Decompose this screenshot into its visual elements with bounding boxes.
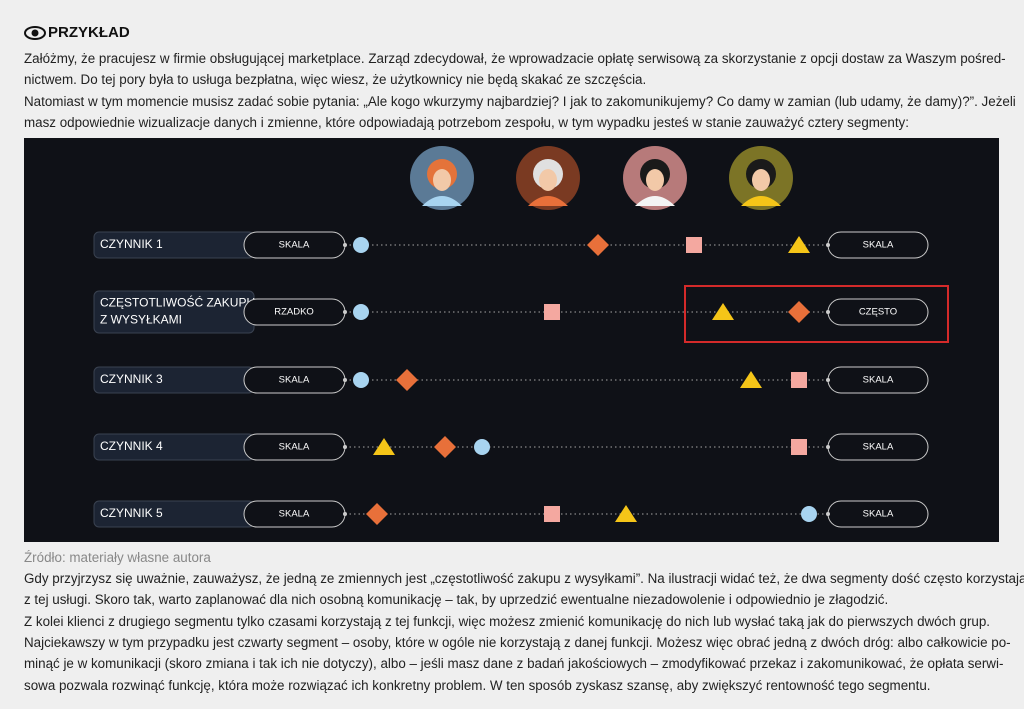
avatar-face [539, 169, 557, 191]
body-line: Najciekawszy w tym przypadku jest czwart… [24, 634, 1011, 650]
segment-square [544, 506, 560, 522]
dot [826, 378, 830, 382]
intro-line: Natomiast w tym momencie musisz zadać so… [24, 93, 1016, 109]
segment-circle [353, 237, 369, 253]
segment-square [686, 237, 702, 253]
highlight-box [684, 285, 949, 343]
row-label: CZĘSTOTLIWOŚĆ ZAKUPU [100, 295, 255, 310]
intro-line: Załóżmy, że pracujesz w firmie obsługują… [24, 51, 1006, 66]
avatar-body [741, 196, 781, 206]
left-scale: SKALA [279, 442, 310, 453]
diagram: CZYNNIK 1 SKALA SKALA CZĘSTOTLIWOŚĆ ZAKUPU Z… [24, 138, 999, 542]
segment-triangle [740, 371, 762, 388]
dot [343, 310, 347, 314]
row-label: CZYNNIK 3 [100, 372, 163, 386]
avatar-body [528, 196, 568, 206]
segment-diamond [396, 369, 418, 391]
avatar-body [635, 196, 675, 206]
row-label: CZYNNIK 5 [100, 506, 163, 520]
left-scale: RZADKO [274, 307, 314, 318]
right-scale: SKALA [863, 375, 894, 386]
segment-square [544, 304, 560, 320]
body-line: Z kolei klienci z drugiego segmentu tylk… [24, 613, 991, 629]
segment-triangle [373, 438, 395, 455]
left-scale: SKALA [279, 509, 310, 520]
right-scale: SKALA [863, 240, 894, 251]
dot [343, 243, 347, 247]
dot [826, 310, 830, 314]
segment-triangle [712, 303, 734, 320]
segment-diamond [788, 301, 810, 323]
right-scale: SKALA [863, 442, 894, 453]
avatar-face [646, 169, 664, 191]
avatar-face [433, 169, 451, 191]
segment-circle [474, 439, 490, 455]
segment-diamond [366, 503, 388, 525]
segment-diamond [587, 234, 609, 256]
body-line: minąć je w komunikacji (skoro zmiana i t… [24, 656, 1004, 672]
left-scale: SKALA [279, 240, 310, 251]
segment-square [791, 439, 807, 455]
segment-circle [801, 506, 817, 522]
dot [826, 445, 830, 449]
body-line: sowa pozwala rozwinąć funkcję, która moż… [24, 677, 931, 693]
caption: Źródło: materiały własne autora [24, 550, 211, 565]
avatar-body [422, 196, 462, 206]
eye-icon [24, 26, 46, 40]
left-scale: SKALA [279, 375, 310, 386]
row-label: CZYNNIK 4 [100, 439, 163, 453]
segment-circle [353, 304, 369, 320]
body-line: Gdy przyjrzysz się uważnie, zauważysz, ż… [24, 571, 1024, 586]
row-label: CZYNNIK 1 [100, 237, 163, 251]
avatar-face [752, 169, 770, 191]
dot [343, 378, 347, 382]
right-scale: CZĘSTO [859, 307, 897, 318]
dot [343, 445, 347, 449]
segment-triangle [615, 505, 637, 522]
row-label: Z WYSYŁKAMI [100, 313, 182, 327]
segment-diamond [434, 436, 456, 458]
intro-line: masz odpowiednie wizualizacje danych i z… [24, 114, 909, 130]
segment-square [791, 372, 807, 388]
dot [826, 512, 830, 516]
segment-triangle [788, 236, 810, 253]
dot [343, 512, 347, 516]
right-scale: SKALA [863, 509, 894, 520]
title: PRZYKŁAD [48, 24, 130, 41]
intro-line: nictwem. Do tej pory była to usługa bezp… [24, 72, 647, 88]
body-line: z tej usługi. Skoro tak, warto zaplanowa… [24, 592, 889, 608]
segment-circle [353, 372, 369, 388]
dot [826, 243, 830, 247]
